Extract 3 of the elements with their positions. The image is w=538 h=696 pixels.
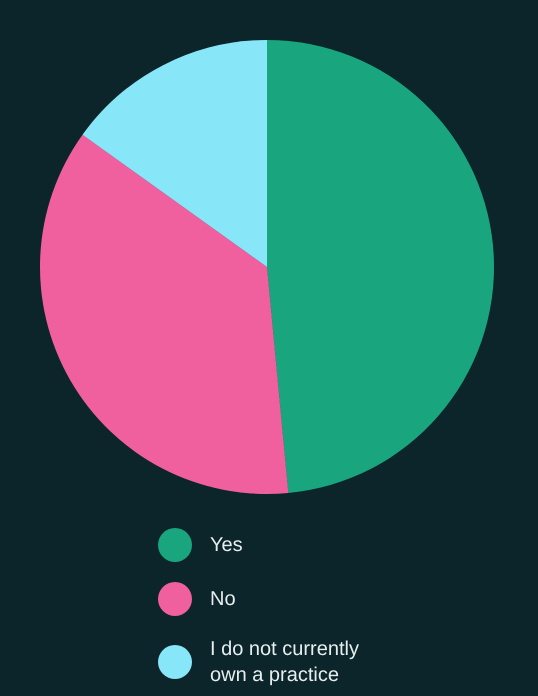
legend-label: I do not currently own a practice [210, 637, 360, 688]
legend-label: Yes [210, 533, 243, 558]
legend-label: No [210, 587, 236, 612]
